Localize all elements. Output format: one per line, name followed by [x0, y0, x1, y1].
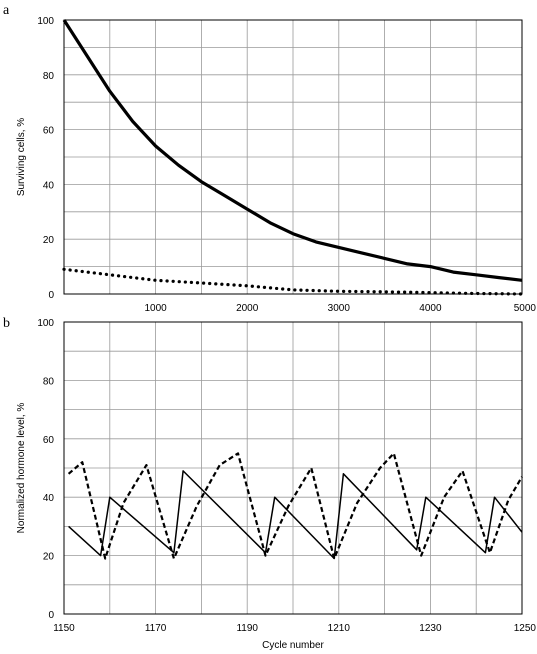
survival-chart-series	[62, 19, 524, 296]
hormone-x-tick-label: 1170	[145, 623, 167, 634]
survival-x-tick-label: 2000	[236, 303, 259, 314]
survival-y-tick-label: 20	[43, 235, 55, 246]
panel-b-label: b	[3, 316, 10, 331]
hormone-chart-series	[67, 452, 523, 560]
hormone-x-tick-label: 1190	[236, 623, 258, 634]
hormone-y-axis-label: Normalized hormone level, %	[16, 403, 27, 534]
hormone-y-tick-label: 40	[43, 493, 55, 504]
hormone-x-tick-label: 1250	[514, 623, 537, 634]
survival-x-tick-label: 5000	[514, 303, 537, 314]
hormone-y-tick-label: 20	[43, 552, 55, 563]
hormone-x-tick-label: 1150	[53, 623, 75, 634]
survival-chart-ticks: 0 20 40 60 80 100 1000 2000 3000 4000 5000	[37, 16, 536, 314]
survival-chart-grid	[64, 20, 522, 294]
hormone-x-tick-label: 1210	[328, 623, 351, 634]
survival-series-dotted-line	[62, 267, 524, 296]
survival-y-tick-label: 80	[43, 71, 55, 82]
hormone-chart-grid	[64, 322, 522, 614]
hormone-x-tick-label: 1230	[419, 623, 442, 634]
survival-y-tick-label: 60	[43, 126, 55, 137]
hormone-chart: 0 20 40 60 80 100 1150 1170 1190 1210 1230 1250 Nor…	[16, 318, 536, 651]
hormone-chart-ticks: 0 20 40 60 80 100 1150 1170 1190 1210 1230 1250	[37, 318, 536, 634]
survival-y-tick-label: 100	[37, 16, 54, 27]
hormone-series-solid-line	[68, 470, 523, 560]
hormone-y-tick-label: 60	[43, 435, 55, 446]
survival-chart-frame	[63, 19, 523, 295]
hormone-y-tick-label: 0	[48, 610, 54, 621]
panel-a-label: a	[3, 3, 10, 18]
survival-series-solid-line	[62, 19, 523, 282]
survival-x-tick-label: 4000	[419, 303, 442, 314]
survival-y-tick-label: 40	[43, 180, 55, 191]
hormone-y-tick-label: 100	[37, 318, 54, 329]
hormone-x-axis-label: Cycle number	[262, 640, 324, 651]
survival-chart: 0 20 40 60 80 100 1000 2000 3000 4000 5000 Survivi…	[16, 16, 536, 314]
survival-y-tick-label: 0	[48, 290, 54, 301]
hormone-series-dashed-line	[67, 452, 523, 560]
survival-y-axis-label: Surviving cells, %	[16, 118, 27, 196]
survival-x-tick-label: 1000	[144, 303, 167, 314]
survival-x-tick-label: 3000	[328, 303, 351, 314]
hormone-chart-frame	[63, 321, 523, 615]
hormone-y-tick-label: 80	[43, 376, 55, 387]
